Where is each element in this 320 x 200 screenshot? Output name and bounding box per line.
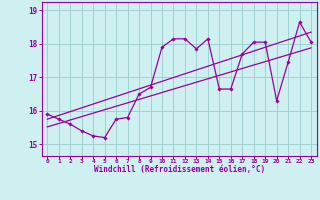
X-axis label: Windchill (Refroidissement éolien,°C): Windchill (Refroidissement éolien,°C) <box>94 165 265 174</box>
